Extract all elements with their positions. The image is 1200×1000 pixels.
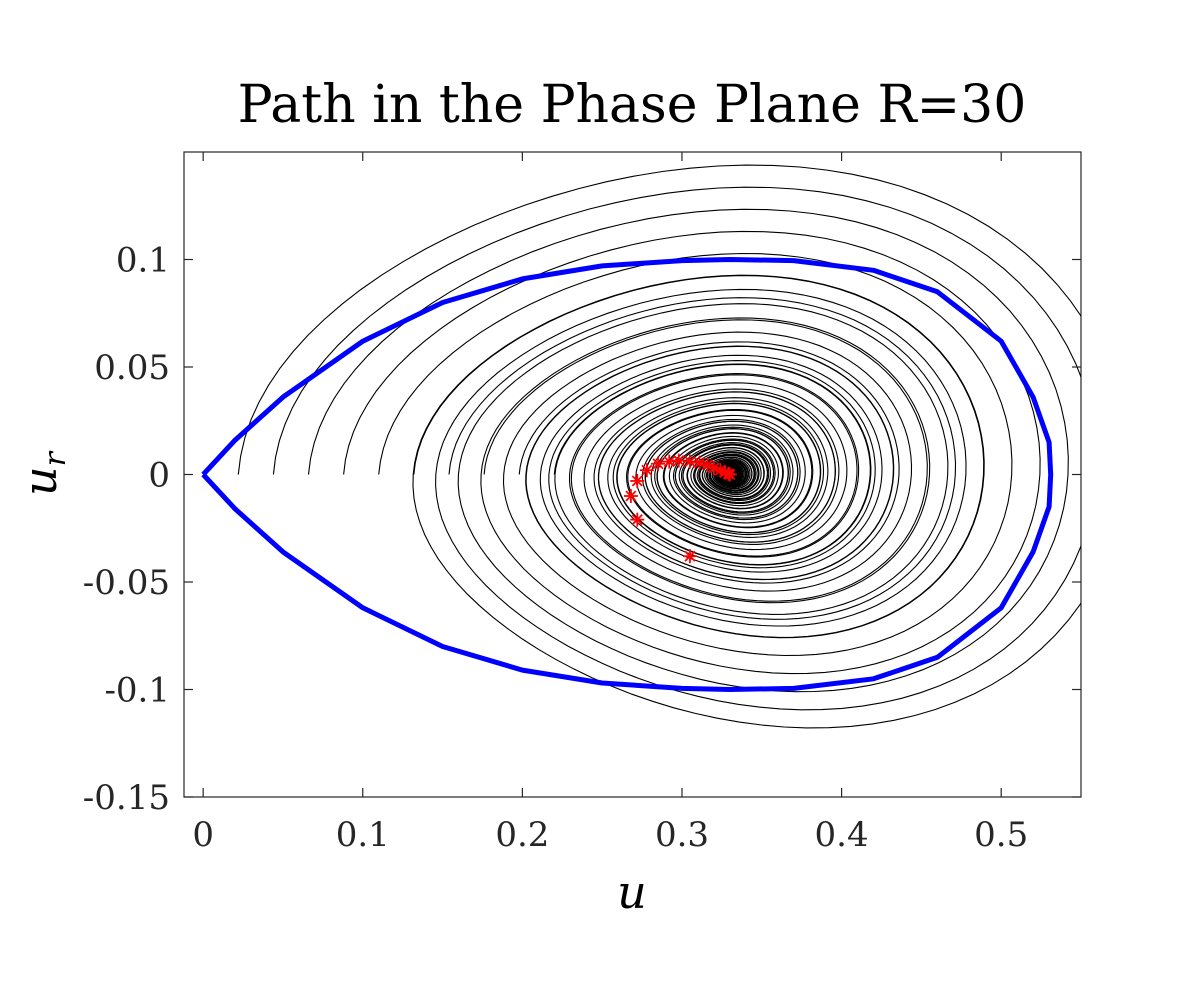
- x-tick-label: 0.2: [495, 815, 549, 855]
- marker-points: [623, 453, 737, 564]
- marker-point: [682, 454, 697, 469]
- marker-stroke: [631, 475, 643, 487]
- marker-stroke: [693, 457, 706, 469]
- marker-stroke: [714, 464, 726, 476]
- marker-stroke: [641, 464, 653, 476]
- marker-stroke: [724, 468, 736, 481]
- marker-stroke: [701, 459, 714, 471]
- chart-title: Path in the Phase Plane R=30: [238, 75, 1027, 135]
- marker-point: [630, 512, 645, 527]
- plot-area: 0 0.1 0.2 0.3 0.4 0.5 -0.15 -0.1 -0.05 0 0.05 0.1: [83, 151, 1082, 855]
- x-tick-label: 0.5: [974, 815, 1028, 855]
- marker-point: [671, 453, 686, 468]
- x-tick-label: 0.3: [655, 815, 709, 855]
- y-axis-ticks: -0.15 -0.1 -0.05 0 0.05 0.1: [83, 241, 1081, 818]
- marker-point: [662, 454, 677, 469]
- separatrix-curve: [201, 257, 1054, 692]
- marker-point: [722, 467, 737, 482]
- marker-stroke: [625, 490, 637, 502]
- y-tick-label: 0: [148, 456, 170, 496]
- marker-point: [651, 456, 666, 471]
- x-axis-label: u: [617, 865, 647, 919]
- marker-point: [682, 549, 697, 564]
- y-tick-label: -0.1: [104, 671, 170, 711]
- x-tick-label: 0.4: [815, 815, 869, 855]
- marker-stroke: [684, 550, 696, 562]
- y-tick-label: 0.05: [94, 348, 170, 388]
- marker-point: [630, 473, 645, 488]
- x-axis-ticks: 0 0.1 0.2 0.3 0.4 0.5: [192, 152, 1028, 855]
- marker-point: [639, 463, 654, 478]
- marker-stroke: [631, 514, 643, 526]
- marker-point: [623, 489, 638, 503]
- y-axis-label-base: u: [13, 466, 67, 496]
- marker-stroke: [684, 456, 696, 468]
- marker-stroke: [708, 462, 720, 474]
- marker-stroke: [663, 456, 675, 468]
- y-axis-label-subscript: r: [38, 450, 73, 466]
- y-tick-label: -0.15: [83, 778, 170, 818]
- x-tick-label: 0.1: [336, 815, 390, 855]
- x-tick-label: 0: [192, 815, 214, 855]
- y-tick-label: -0.05: [83, 563, 170, 603]
- y-axis-label: ur: [13, 450, 73, 496]
- marker-stroke: [652, 458, 664, 470]
- marker-stroke: [673, 454, 685, 467]
- y-tick-label: 0.1: [116, 241, 170, 281]
